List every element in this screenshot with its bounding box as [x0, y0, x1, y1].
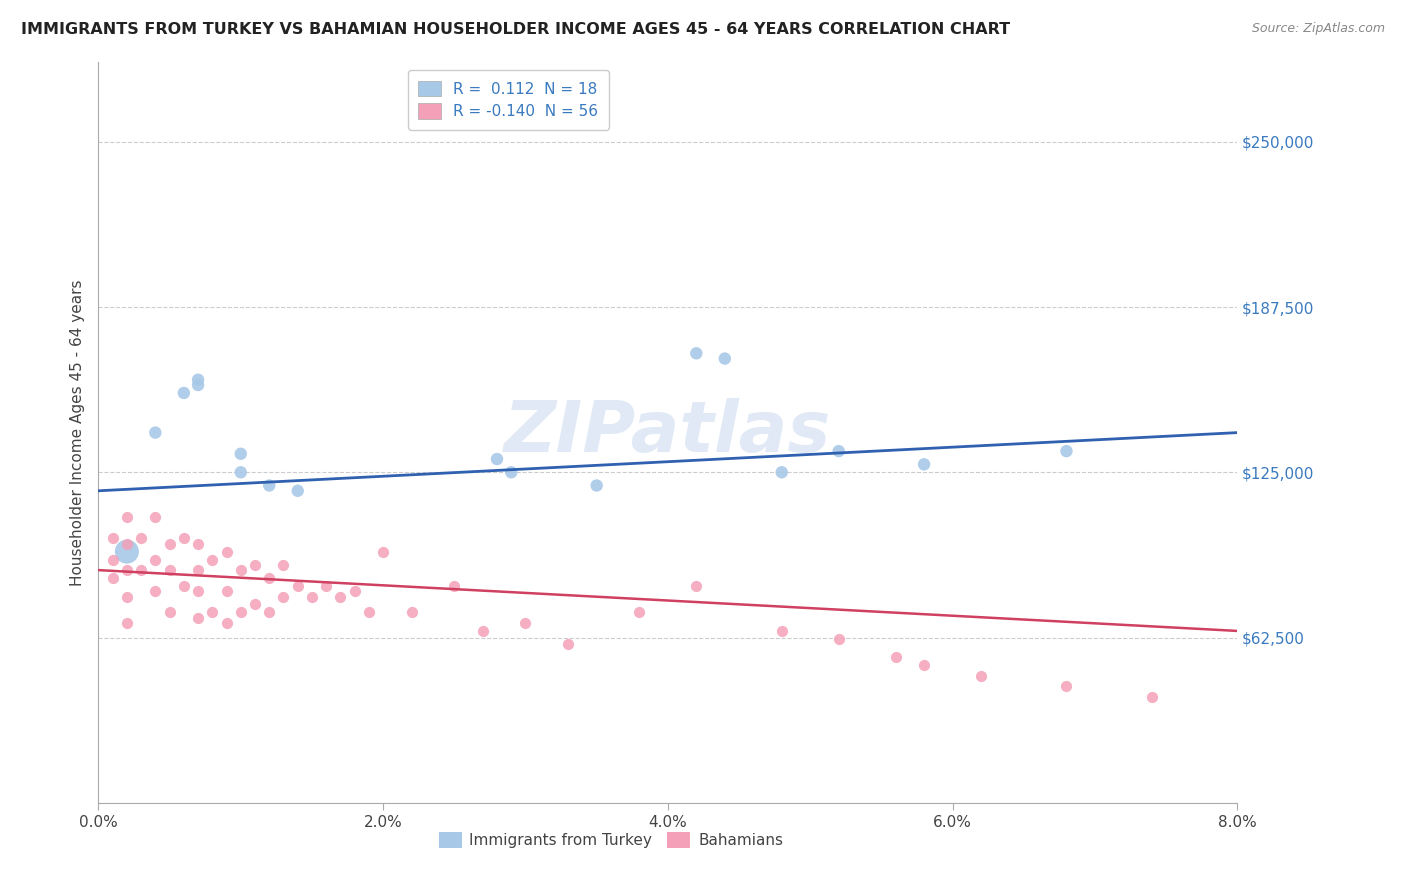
Point: [101, 532, 124, 546]
Point: [101, 552, 124, 566]
Text: IMMIGRANTS FROM TURKEY VS BAHAMIAN HOUSEHOLDER INCOME AGES 45 - 64 YEARS CORRELA: IMMIGRANTS FROM TURKEY VS BAHAMIAN HOUSE…: [21, 22, 1011, 37]
Point: [101, 571, 124, 585]
Point: [187, 584, 209, 599]
Point: [828, 444, 851, 458]
Point: [145, 584, 167, 599]
Point: [187, 373, 209, 387]
Point: [173, 532, 195, 546]
Point: [115, 536, 138, 550]
Point: [1056, 680, 1078, 694]
Point: [215, 615, 238, 630]
Point: [315, 579, 337, 593]
Point: [1140, 690, 1163, 704]
Point: [912, 458, 935, 472]
Point: [259, 571, 281, 585]
Point: [215, 544, 238, 558]
Point: [287, 483, 309, 498]
Point: [912, 658, 935, 673]
Point: [301, 590, 323, 604]
Point: [243, 598, 266, 612]
Point: [1056, 444, 1078, 458]
Point: [159, 606, 181, 620]
Point: [201, 606, 224, 620]
Point: [557, 637, 579, 651]
Point: [259, 606, 281, 620]
Point: [770, 624, 793, 638]
Point: [145, 552, 167, 566]
Point: [486, 452, 509, 467]
Point: [115, 544, 138, 558]
Point: [145, 425, 167, 440]
Y-axis label: Householder Income Ages 45 - 64 years: Householder Income Ages 45 - 64 years: [69, 279, 84, 586]
Point: [115, 563, 138, 577]
Point: [187, 610, 209, 624]
Point: [371, 544, 394, 558]
Point: [145, 510, 167, 524]
Point: [187, 563, 209, 577]
Point: [329, 590, 352, 604]
Point: [443, 579, 465, 593]
Point: [115, 590, 138, 604]
Point: [585, 478, 607, 492]
Point: [129, 532, 152, 546]
Point: [273, 590, 295, 604]
Point: [173, 579, 195, 593]
Point: [129, 563, 152, 577]
Legend: Immigrants from Turkey, Bahamians: Immigrants from Turkey, Bahamians: [433, 826, 789, 855]
Point: [159, 563, 181, 577]
Point: [229, 465, 252, 479]
Point: [159, 536, 181, 550]
Text: Source: ZipAtlas.com: Source: ZipAtlas.com: [1251, 22, 1385, 36]
Text: ZIPatlas: ZIPatlas: [505, 398, 831, 467]
Point: [229, 606, 252, 620]
Point: [273, 558, 295, 572]
Point: [229, 563, 252, 577]
Point: [770, 465, 793, 479]
Point: [884, 650, 907, 665]
Point: [628, 606, 651, 620]
Point: [201, 552, 224, 566]
Point: [357, 606, 380, 620]
Point: [401, 606, 423, 620]
Point: [229, 447, 252, 461]
Point: [243, 558, 266, 572]
Point: [828, 632, 851, 646]
Point: [970, 669, 993, 683]
Point: [685, 346, 707, 360]
Point: [471, 624, 494, 638]
Point: [173, 386, 195, 401]
Point: [515, 615, 537, 630]
Point: [287, 579, 309, 593]
Point: [115, 510, 138, 524]
Point: [115, 615, 138, 630]
Point: [714, 351, 737, 366]
Point: [685, 579, 707, 593]
Point: [215, 584, 238, 599]
Point: [343, 584, 366, 599]
Point: [259, 478, 281, 492]
Point: [501, 465, 523, 479]
Point: [187, 536, 209, 550]
Point: [187, 378, 209, 392]
